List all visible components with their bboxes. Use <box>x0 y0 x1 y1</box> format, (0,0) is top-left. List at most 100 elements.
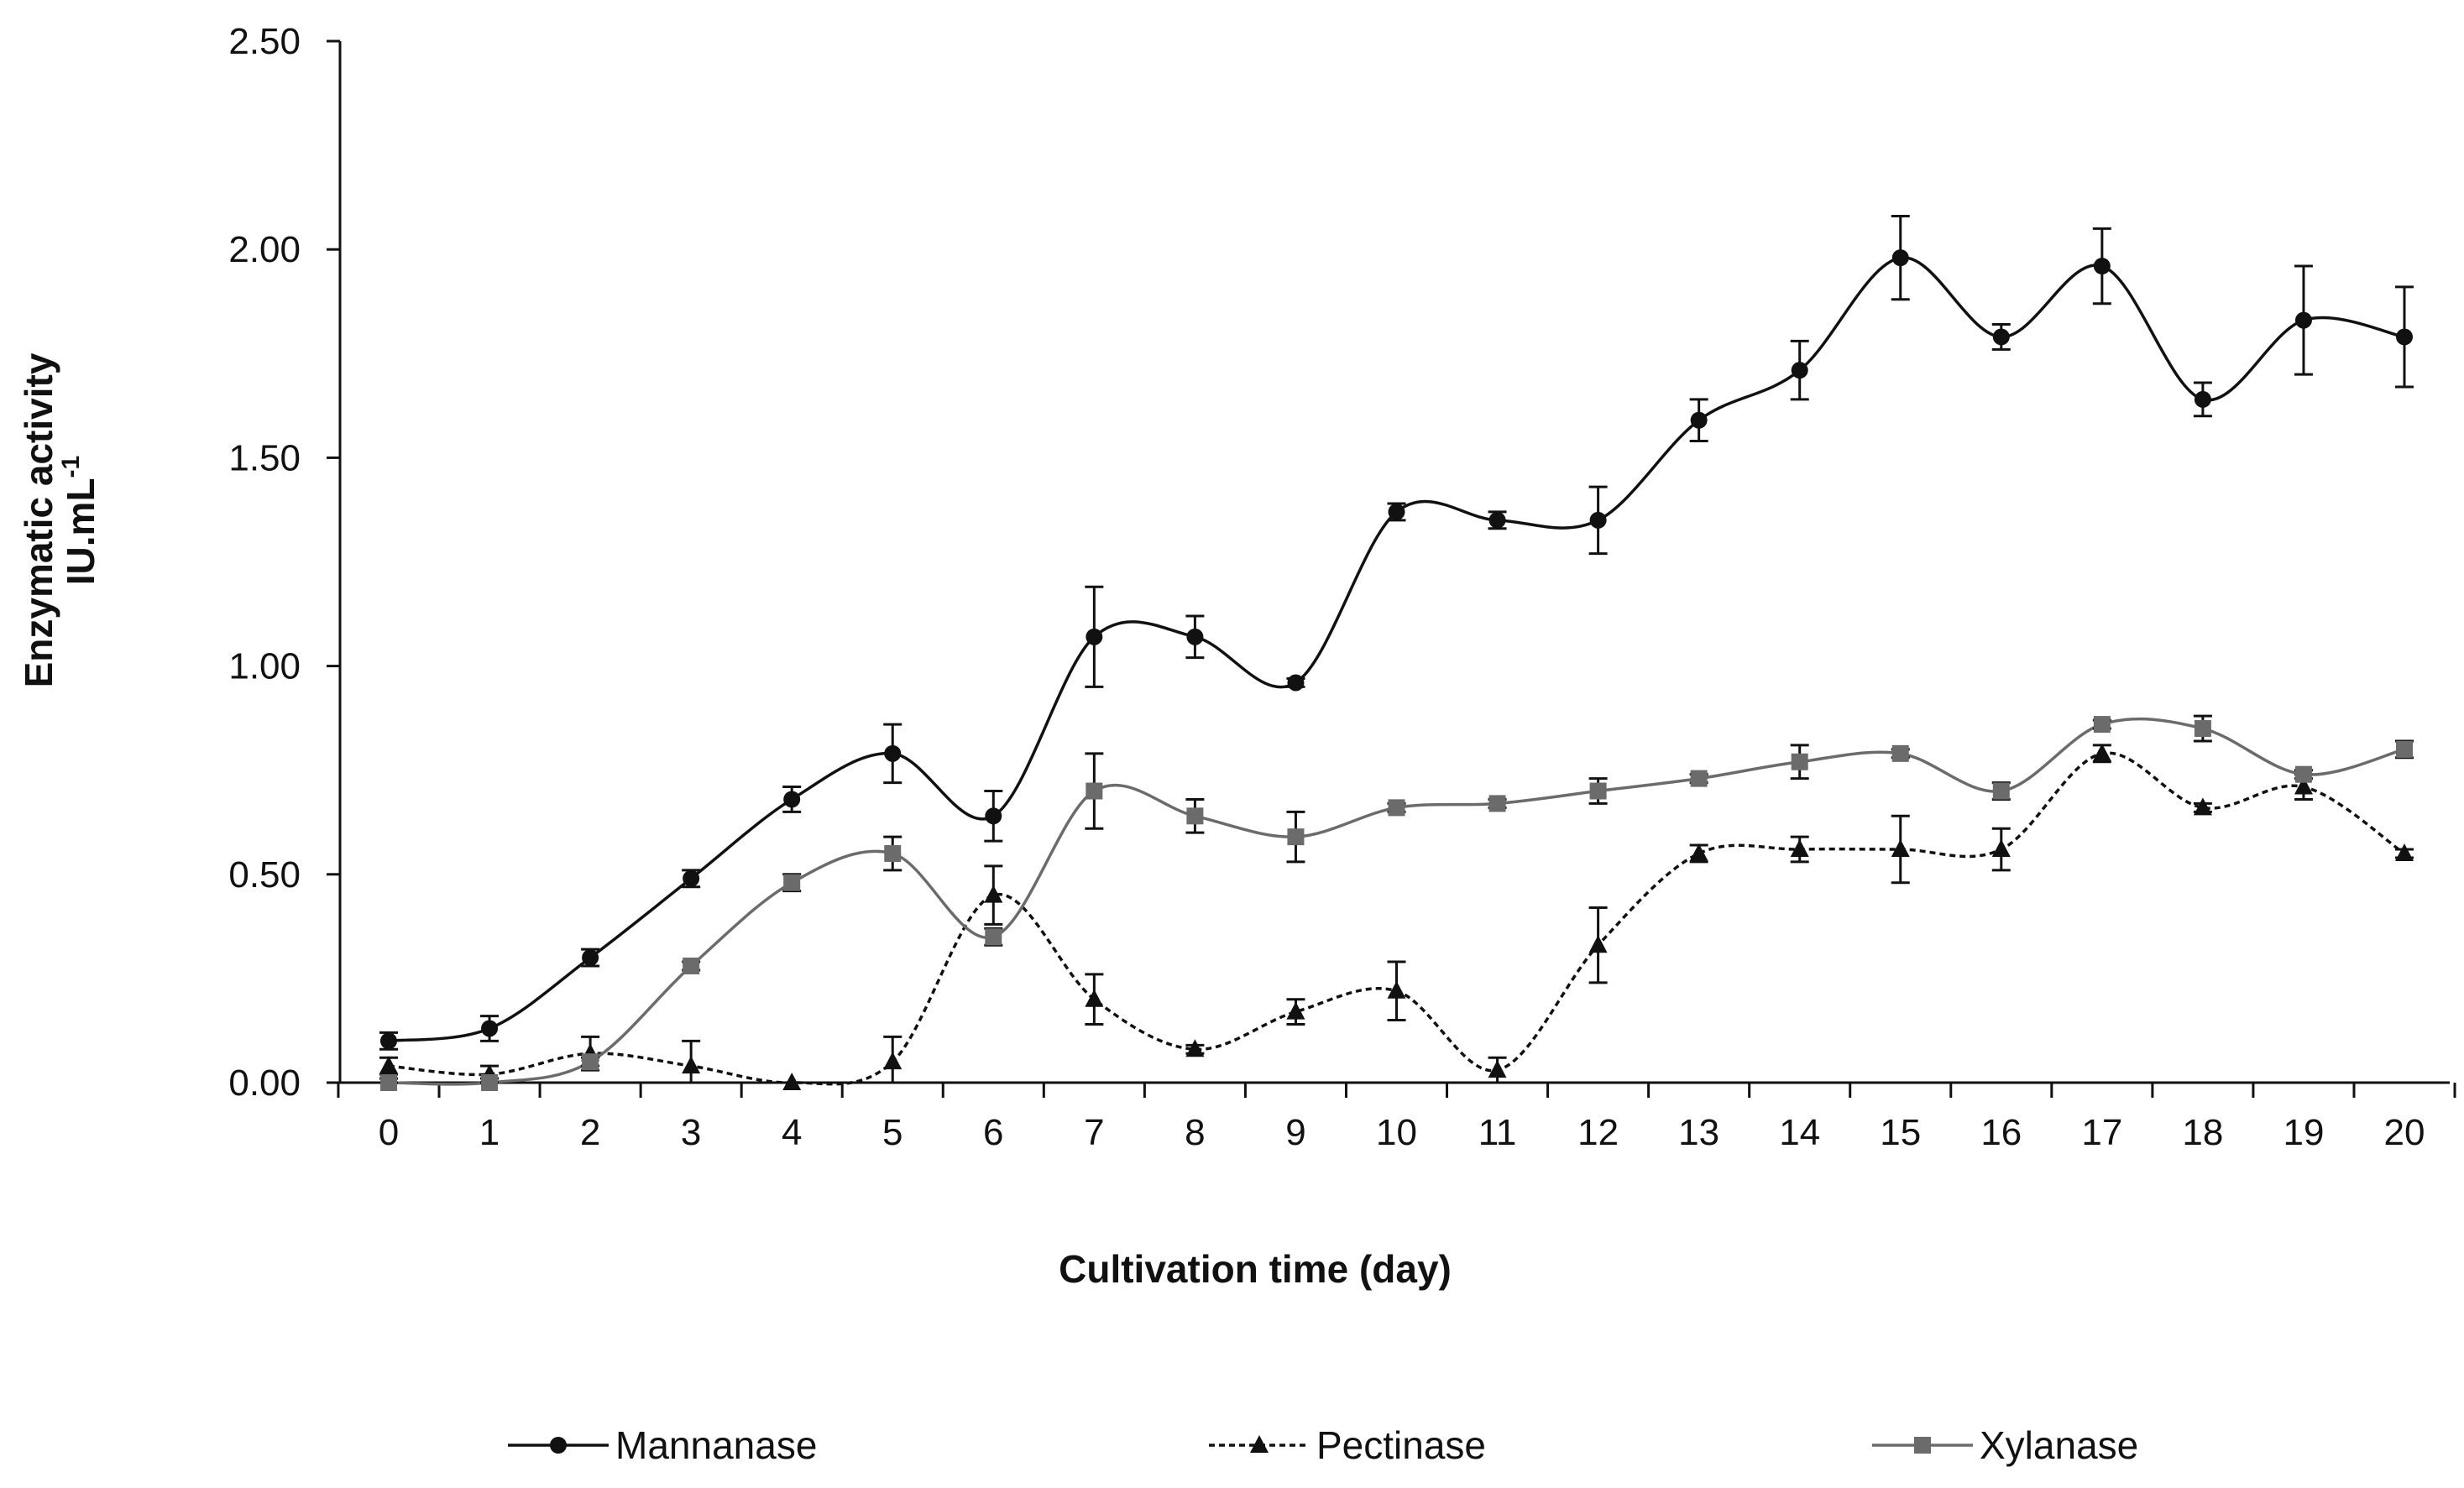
data-point-pectinase <box>1488 1060 1507 1078</box>
axes <box>338 41 2450 1084</box>
legend-label: Pectinase <box>1316 1423 1486 1467</box>
data-point-mannanase <box>1791 362 1808 379</box>
data-point-pectinase <box>984 885 1003 903</box>
data-point-pectinase <box>1387 980 1406 999</box>
series-line-mannanase <box>388 256 2405 1043</box>
data-point-mannanase <box>582 949 599 967</box>
y-tick-label: 0.50 <box>228 854 301 895</box>
data-point-xylanase <box>1791 753 1808 770</box>
data-point-pectinase <box>1185 1039 1205 1057</box>
data-point-mannanase <box>683 869 700 887</box>
data-point-xylanase <box>2396 740 2413 758</box>
data-point-mannanase <box>2294 311 2312 329</box>
y-tick-label: 1.50 <box>228 437 301 478</box>
x-axis-title: Cultivation time (day) <box>1059 1247 1452 1291</box>
series-layer <box>379 214 2414 1091</box>
data-point-xylanase <box>783 874 801 891</box>
x-tick-label: 5 <box>882 1112 902 1153</box>
x-tick-label: 14 <box>1779 1112 1820 1153</box>
data-point-mannanase <box>481 1020 499 1037</box>
x-tick-label: 0 <box>379 1112 399 1153</box>
x-tick-label: 1 <box>479 1112 500 1153</box>
data-point-pectinase <box>1588 935 1608 953</box>
data-point-mannanase <box>1287 674 1305 692</box>
data-point-xylanase <box>884 844 902 862</box>
data-point-mannanase <box>884 744 902 762</box>
data-point-pectinase <box>1790 839 1809 858</box>
data-point-xylanase <box>582 1053 599 1071</box>
data-point-mannanase <box>1186 628 1204 645</box>
data-point-pectinase <box>1085 989 1104 1007</box>
data-point-pectinase <box>1891 839 1910 858</box>
x-tick-label: 2 <box>580 1112 600 1153</box>
data-point-mannanase <box>1589 511 1607 529</box>
x-tick-label: 10 <box>1376 1112 1417 1153</box>
x-axis-ticks: 0 1 2 3 4 5 6 7 8 9 10 11 12 13 14 15 16 17 18 19 20 <box>337 1083 2456 1153</box>
data-point-xylanase <box>2294 765 2312 783</box>
data-point-mannanase <box>1086 628 1103 645</box>
legend-marker <box>1250 1435 1269 1453</box>
data-point-xylanase <box>1992 782 2010 800</box>
data-point-xylanase <box>1488 795 1506 812</box>
data-point-mannanase <box>1992 328 2010 346</box>
data-point-pectinase <box>1689 843 1708 861</box>
y-tick-label: 0.00 <box>228 1062 301 1104</box>
series-pectinase <box>379 743 2414 1090</box>
legend: Mannanase Pectinase Xylanase <box>508 1423 2138 1467</box>
data-point-xylanase <box>1287 828 1305 846</box>
data-point-mannanase <box>985 807 1002 825</box>
x-tick-label: 4 <box>782 1112 802 1153</box>
series-mannanase <box>379 214 2414 1051</box>
data-point-mannanase <box>2396 328 2413 346</box>
legend-marker <box>1914 1437 1931 1454</box>
data-point-xylanase <box>1589 782 1607 800</box>
legend-label: Mannanase <box>615 1423 817 1467</box>
data-point-mannanase <box>2194 390 2211 408</box>
y-axis-title-line1: Enzymatic activity <box>17 352 60 687</box>
data-point-pectinase <box>2092 743 2111 761</box>
x-tick-label: 9 <box>1285 1112 1305 1153</box>
data-point-pectinase <box>682 1056 701 1074</box>
data-point-xylanase <box>1690 770 1708 787</box>
x-tick-label: 8 <box>1185 1112 1205 1153</box>
y-axis-unit-exponent: -1 <box>57 456 85 478</box>
x-tick-label: 12 <box>1577 1112 1619 1153</box>
legend-item-pectinase: Pectinase <box>1209 1423 1486 1467</box>
y-tick-label: 1.00 <box>228 646 301 687</box>
data-point-pectinase <box>782 1073 802 1090</box>
x-tick-label: 15 <box>1880 1112 1921 1153</box>
series-line-xylanase <box>388 717 2405 1086</box>
data-point-xylanase <box>481 1074 499 1091</box>
series-xylanase <box>379 714 2414 1091</box>
y-axis-ticks: 0.00 0.50 1.00 1.50 2.00 2.50 <box>228 21 340 1104</box>
data-point-mannanase <box>2093 258 2111 275</box>
x-tick-label: 3 <box>681 1112 701 1153</box>
data-point-mannanase <box>380 1032 397 1050</box>
data-point-xylanase <box>2194 720 2211 738</box>
y-axis-title: Enzymatic activity IU.mL-1 <box>17 352 102 687</box>
y-tick-label: 2.00 <box>228 229 301 270</box>
data-point-xylanase <box>683 958 700 975</box>
data-point-pectinase <box>883 1052 902 1070</box>
y-axis-unit: IU.mL <box>59 478 102 585</box>
y-axis-title-line2: IU.mL-1 <box>57 456 102 585</box>
x-tick-label: 18 <box>2182 1112 2223 1153</box>
x-tick-label: 20 <box>2384 1112 2425 1153</box>
data-point-pectinase <box>1286 1001 1305 1020</box>
data-point-xylanase <box>985 928 1002 946</box>
data-point-pectinase <box>1991 839 2011 858</box>
legend-marker <box>550 1437 567 1454</box>
data-point-xylanase <box>1086 782 1103 800</box>
x-tick-label: 13 <box>1678 1112 1719 1153</box>
data-point-pectinase <box>2294 776 2313 795</box>
data-point-xylanase <box>1891 744 1909 762</box>
data-point-mannanase <box>783 791 801 808</box>
x-tick-label: 11 <box>1478 1112 1517 1153</box>
legend-label: Xylanase <box>1980 1423 2138 1467</box>
data-point-xylanase <box>1186 807 1204 825</box>
data-point-pectinase <box>2395 843 2414 861</box>
x-tick-label: 6 <box>983 1112 1003 1153</box>
data-point-mannanase <box>1488 511 1506 529</box>
data-point-xylanase <box>2093 716 2111 734</box>
